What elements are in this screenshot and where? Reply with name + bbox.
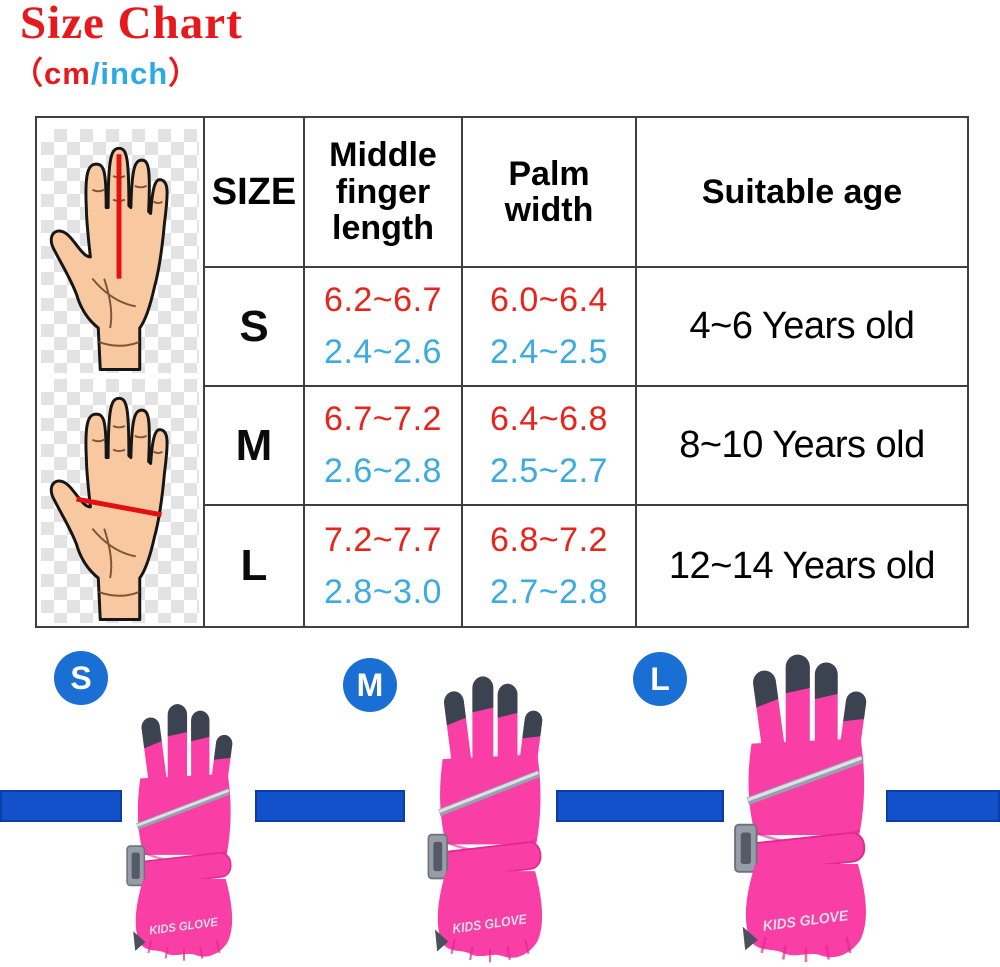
value-inch: 2.4~2.6 — [324, 333, 442, 371]
value-inch: 2.8~3.0 — [324, 572, 442, 611]
unit-cm: cm — [44, 56, 91, 91]
row-m-size: M — [205, 387, 305, 506]
row-l-age: 12~14 Years old — [668, 544, 936, 587]
header-suitable-age: Suitable age — [637, 118, 967, 268]
paren-close: ） — [168, 56, 201, 91]
header-size: SIZE — [205, 118, 305, 268]
row-s-age: 4~6 Years old — [637, 268, 967, 387]
size-badge-l: L — [633, 652, 687, 706]
row-l-size: L — [205, 506, 305, 626]
value-inch: 2.7~2.8 — [490, 572, 608, 611]
paren-open: （ — [12, 56, 44, 91]
hand-palm-width-illustration — [41, 379, 199, 623]
palm-width-line — [76, 496, 162, 518]
unit-subtitle: （cm/inch） — [12, 48, 200, 93]
hand-measure-column — [37, 118, 205, 626]
glove-photo-large — [730, 652, 882, 966]
value-cm: 7.2~7.7 — [324, 520, 442, 559]
page-title: Size Chart — [20, 0, 243, 49]
value-inch: 2.4~2.5 — [490, 333, 608, 371]
row-l-palm: 6.8~7.2 2.7~2.8 — [463, 506, 637, 626]
glove-photo-medium — [424, 674, 556, 966]
blue-bar-segment — [556, 790, 724, 822]
glove-photo-small — [123, 702, 245, 964]
blue-bar-segment — [886, 790, 1000, 822]
blue-bar-segment — [255, 790, 405, 822]
row-s-size: S — [205, 268, 305, 387]
value-cm: 6.2~6.7 — [324, 281, 442, 319]
value-inch: 2.6~2.8 — [324, 452, 442, 490]
header-palm-width: Palm width — [463, 118, 637, 268]
row-m-palm: 6.4~6.8 2.5~2.7 — [463, 387, 637, 506]
header-middle-finger-length: Middle finger length — [305, 118, 463, 268]
row-m-middle: 6.7~7.2 2.6~2.8 — [305, 387, 463, 506]
size-badge-s: S — [54, 651, 108, 705]
value-cm: 6.7~7.2 — [324, 400, 442, 438]
row-m-age: 8~10 Years old — [637, 387, 967, 506]
value-cm: 6.4~6.8 — [490, 400, 608, 438]
row-s-middle: 6.2~6.7 2.4~2.6 — [305, 268, 463, 387]
row-s-palm: 6.0~6.4 2.4~2.5 — [463, 268, 637, 387]
blue-bar-segment — [0, 790, 122, 822]
value-inch: 2.5~2.7 — [490, 452, 608, 490]
value-cm: 6.8~7.2 — [490, 520, 608, 559]
size-badge-m: M — [343, 658, 397, 712]
value-cm: 6.0~6.4 — [490, 281, 608, 319]
row-l-middle: 7.2~7.7 2.8~3.0 — [305, 506, 463, 626]
unit-inch: /inch — [90, 56, 169, 91]
size-table: SIZE Middle finger length Palm width Sui… — [35, 116, 969, 628]
hand-middle-finger-illustration — [41, 129, 199, 373]
